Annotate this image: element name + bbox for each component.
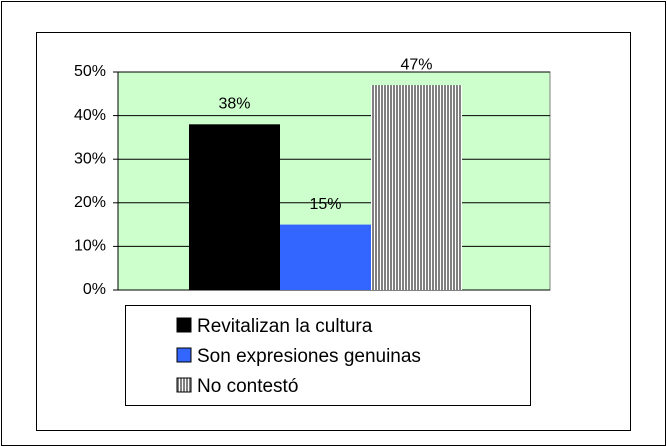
y-tick-label: 40% bbox=[74, 107, 106, 124]
data-label: 47% bbox=[400, 56, 432, 73]
legend-label: Son expresiones genuinas bbox=[197, 346, 421, 367]
bar bbox=[371, 85, 462, 290]
legend-swatch bbox=[176, 317, 192, 333]
data-label: 38% bbox=[218, 96, 250, 113]
legend-swatch bbox=[176, 377, 192, 393]
y-tick-label: 20% bbox=[74, 194, 106, 211]
legend-swatch bbox=[176, 347, 192, 363]
bar bbox=[280, 224, 371, 290]
legend-label: No contestó bbox=[197, 376, 298, 397]
y-tick-label: 10% bbox=[74, 238, 106, 255]
data-label: 15% bbox=[309, 196, 341, 213]
y-tick-label: 50% bbox=[74, 63, 106, 80]
y-tick-label: 0% bbox=[83, 281, 106, 298]
legend-label: Revitalizan la cultura bbox=[197, 316, 373, 337]
y-tick-label: 30% bbox=[74, 150, 106, 167]
bar bbox=[189, 124, 280, 290]
legend-box bbox=[125, 305, 531, 406]
